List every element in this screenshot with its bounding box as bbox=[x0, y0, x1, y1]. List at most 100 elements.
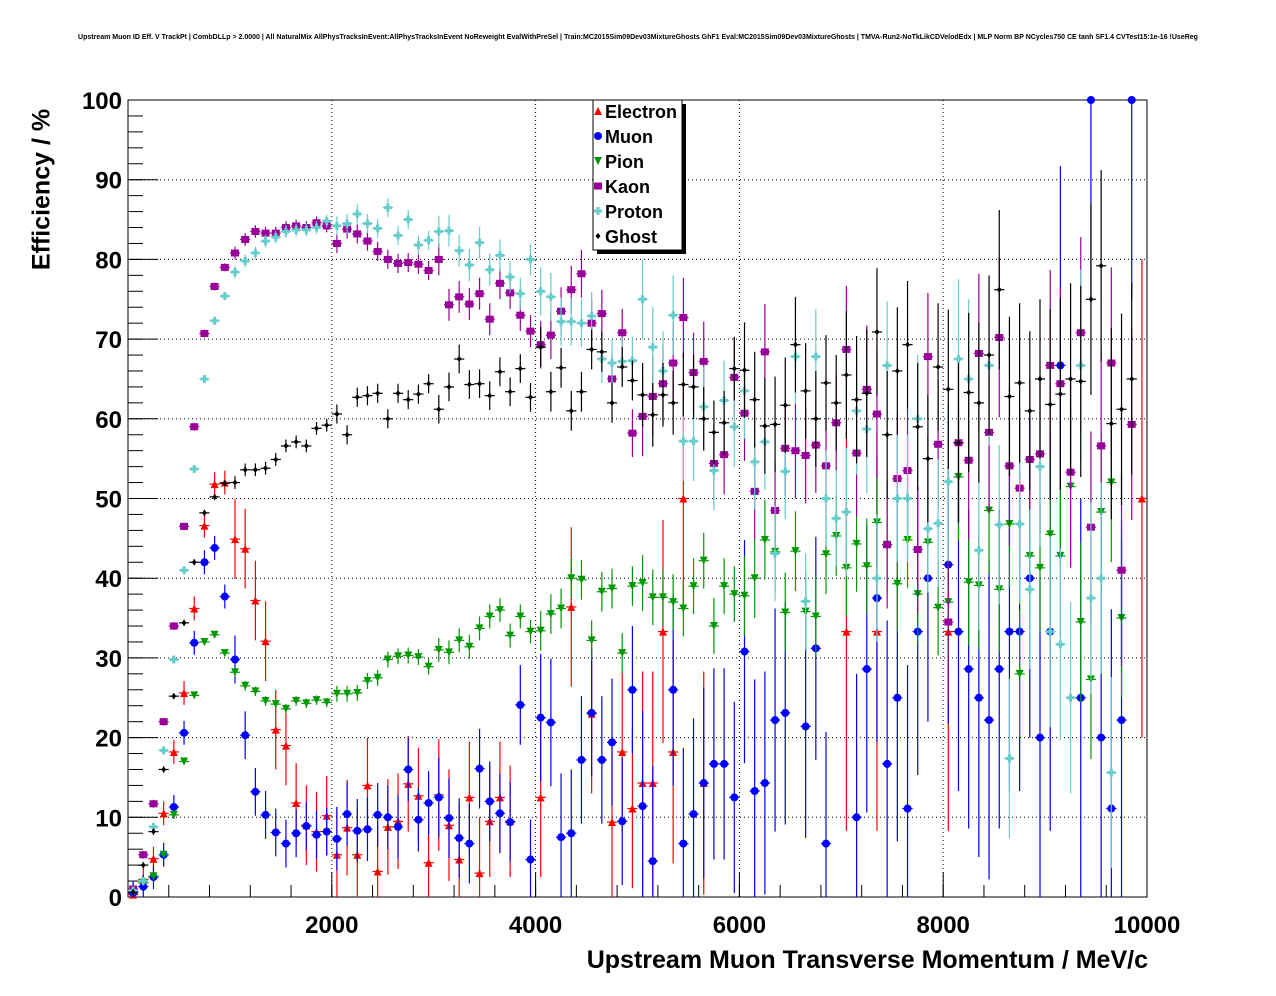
data-point bbox=[731, 365, 737, 372]
data-point bbox=[434, 645, 443, 654]
data-point bbox=[618, 329, 627, 337]
data-point bbox=[679, 839, 688, 848]
data-point bbox=[893, 579, 902, 588]
data-point bbox=[964, 665, 973, 674]
data-point bbox=[801, 722, 810, 731]
data-point bbox=[405, 396, 411, 403]
data-point bbox=[1137, 494, 1146, 503]
data-point bbox=[730, 590, 739, 599]
y-tick-label: 30 bbox=[95, 646, 122, 673]
data-point bbox=[1036, 563, 1045, 572]
data-point bbox=[689, 437, 698, 446]
data-point bbox=[497, 368, 503, 375]
data-point bbox=[852, 539, 861, 548]
data-point bbox=[506, 818, 515, 827]
data-point bbox=[516, 700, 525, 709]
data-point bbox=[587, 636, 596, 645]
data-point bbox=[200, 330, 209, 338]
data-point bbox=[567, 574, 576, 583]
data-point bbox=[597, 310, 606, 318]
legend-label-kaon: Kaon bbox=[605, 177, 650, 197]
data-point bbox=[271, 233, 280, 242]
data-point bbox=[475, 624, 484, 633]
data-point bbox=[222, 480, 228, 487]
data-point bbox=[455, 293, 464, 301]
data-point bbox=[455, 834, 464, 843]
data-point bbox=[628, 685, 637, 694]
data-point bbox=[872, 574, 881, 583]
data-point bbox=[964, 578, 973, 587]
data-point bbox=[578, 388, 584, 395]
data-point bbox=[444, 226, 453, 235]
data-point bbox=[190, 423, 199, 431]
data-point bbox=[781, 608, 790, 617]
data-point bbox=[791, 547, 800, 556]
data-point bbox=[281, 839, 290, 848]
x-axis-label: Upstream Muon Transverse Momentum / MeV/… bbox=[586, 946, 1148, 974]
data-point bbox=[1086, 96, 1095, 104]
data-point bbox=[475, 290, 484, 298]
data-point bbox=[466, 381, 472, 388]
data-point bbox=[658, 593, 667, 602]
data-point bbox=[130, 889, 136, 896]
data-point bbox=[161, 766, 167, 773]
data-point bbox=[577, 575, 586, 584]
data-point bbox=[772, 421, 778, 428]
data-point bbox=[424, 662, 433, 671]
data-point bbox=[568, 407, 574, 414]
data-point bbox=[230, 535, 239, 544]
axes: 0 10 20 30 40 50 60 70 80 90 100 2000 4000 6000 8000 10… bbox=[82, 88, 1180, 939]
data-point bbox=[699, 556, 708, 565]
legend-marker-muon bbox=[594, 132, 602, 140]
data-point bbox=[261, 237, 270, 246]
data-point bbox=[589, 346, 595, 353]
data-point bbox=[1088, 296, 1094, 303]
data-point bbox=[985, 716, 994, 725]
data-point bbox=[597, 755, 606, 764]
data-point bbox=[495, 606, 504, 615]
data-point bbox=[638, 802, 647, 811]
data-point bbox=[546, 331, 555, 339]
legend-label-pion: Pion bbox=[605, 152, 644, 172]
data-point bbox=[404, 259, 413, 267]
data-point bbox=[414, 241, 423, 250]
data-point bbox=[1066, 693, 1075, 702]
data-point bbox=[394, 259, 403, 267]
data-point bbox=[415, 391, 421, 398]
data-point bbox=[271, 828, 280, 837]
data-point bbox=[1076, 618, 1085, 627]
series-muon bbox=[128, 96, 1137, 898]
x-tick-label: 4000 bbox=[509, 912, 562, 939]
data-point bbox=[934, 519, 943, 528]
data-point bbox=[159, 809, 168, 818]
data-point bbox=[760, 348, 769, 356]
data-point bbox=[404, 651, 413, 660]
data-point bbox=[670, 399, 676, 406]
data-point bbox=[608, 818, 617, 827]
data-point bbox=[944, 618, 953, 626]
x-tick-label: 2000 bbox=[305, 912, 358, 939]
data-point bbox=[913, 546, 922, 554]
data-point bbox=[995, 520, 1004, 529]
data-point bbox=[1015, 669, 1024, 678]
data-point bbox=[322, 217, 331, 226]
data-point bbox=[833, 399, 839, 406]
data-point bbox=[251, 687, 260, 696]
data-point bbox=[446, 383, 452, 390]
data-point bbox=[750, 457, 759, 466]
data-point bbox=[781, 708, 790, 717]
data-point bbox=[424, 858, 433, 867]
data-point bbox=[324, 422, 330, 429]
data-point bbox=[567, 602, 576, 611]
y-tick-label: 60 bbox=[95, 407, 122, 434]
data-point bbox=[792, 341, 798, 348]
data-point bbox=[548, 388, 554, 395]
data-point bbox=[394, 652, 403, 661]
data-point bbox=[546, 292, 555, 301]
data-point bbox=[740, 647, 749, 656]
data-point bbox=[201, 509, 207, 516]
data-point bbox=[424, 267, 433, 275]
chart-title: Upstream Muon ID Eff. V TrackPt | CombDL… bbox=[78, 34, 1198, 41]
data-point bbox=[709, 622, 718, 631]
data-point bbox=[854, 396, 860, 403]
